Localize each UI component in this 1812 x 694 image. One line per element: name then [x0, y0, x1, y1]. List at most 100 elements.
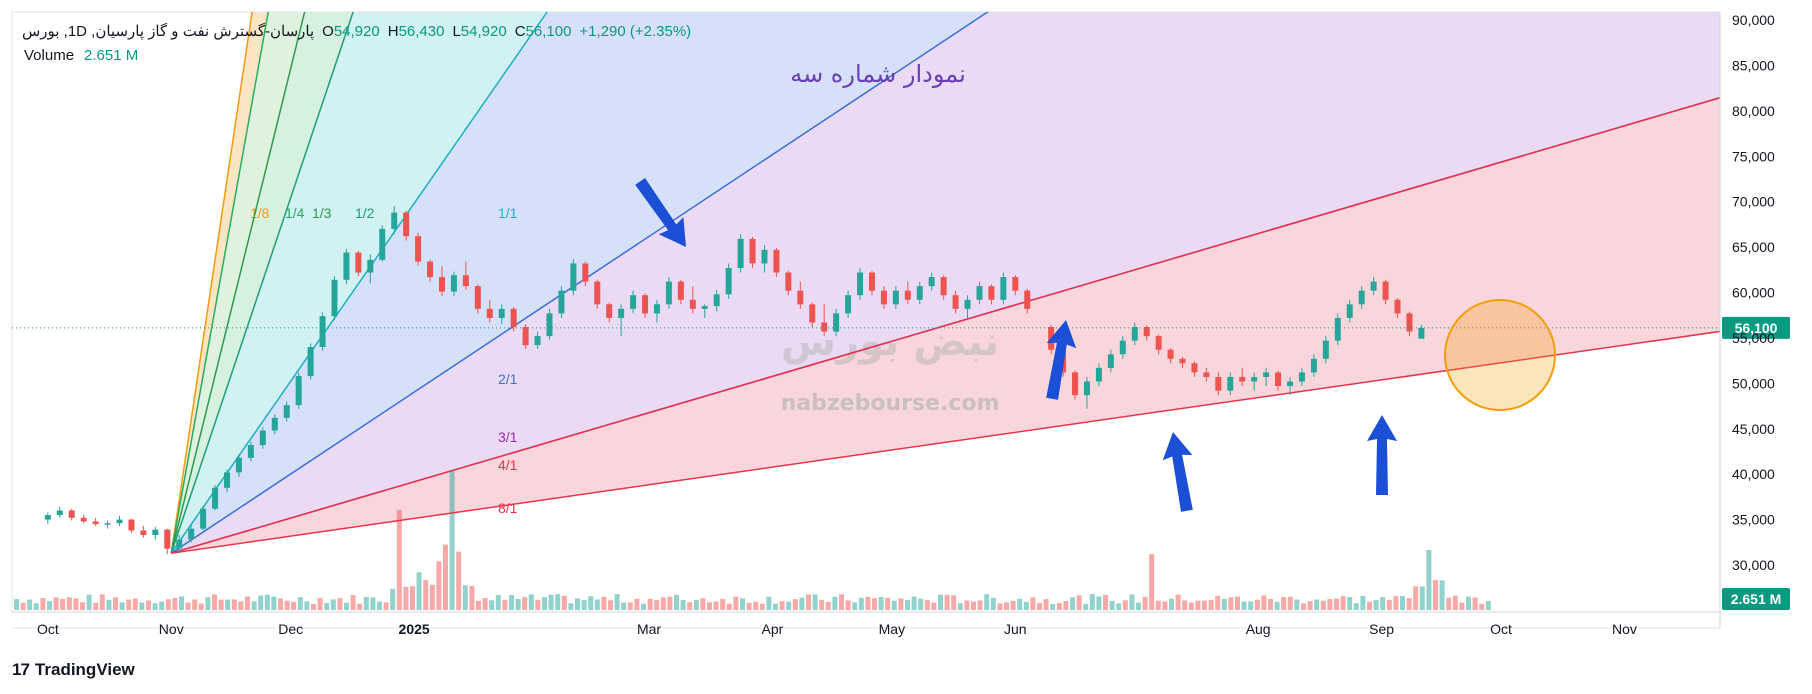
volume-bar — [311, 603, 316, 610]
candle-body — [976, 286, 983, 300]
volume-bar — [746, 602, 752, 610]
volume-bar — [476, 600, 481, 610]
volume-bar — [839, 594, 844, 610]
volume-bar — [1182, 600, 1188, 610]
volume-bar — [1162, 601, 1168, 610]
volume-bar — [1241, 601, 1247, 610]
tradingview-brand[interactable]: 17 TradingView — [12, 660, 135, 680]
y-tick-label: 55,000 — [1732, 330, 1775, 346]
volume-bar — [957, 603, 963, 610]
volume-bar — [1142, 596, 1148, 610]
gann-fan-line — [171, 96, 1720, 554]
volume-bar — [330, 599, 336, 610]
volume-bar — [1254, 599, 1260, 610]
candle-body — [450, 275, 457, 292]
volume-bar — [231, 599, 237, 610]
volume-bar — [1426, 550, 1432, 610]
volume-bar — [1050, 603, 1056, 610]
candle-body — [223, 472, 230, 488]
volume-bar — [766, 596, 772, 610]
candle-body — [379, 228, 386, 260]
candle-body — [1143, 327, 1150, 337]
volume-bar — [885, 597, 891, 610]
gann-fan-label: 1/3 — [312, 205, 332, 221]
volume-bar — [509, 595, 514, 610]
volume-bar — [291, 601, 297, 610]
low-label: L — [452, 23, 461, 40]
volume-bar — [47, 601, 52, 610]
volume-bar — [1479, 603, 1485, 610]
volume-bar — [27, 599, 33, 610]
volume-bar — [1188, 602, 1194, 610]
volume-bar — [938, 594, 943, 610]
candle-body — [594, 281, 601, 305]
volume-bar — [515, 599, 521, 610]
candle-body — [582, 263, 589, 282]
chart-annotation-title: نمودار شماره سه — [790, 60, 966, 88]
volume-bar — [350, 595, 356, 610]
volume-bar — [119, 602, 125, 610]
candle-body — [558, 290, 565, 314]
close-label: C — [514, 23, 526, 40]
volume-bar — [733, 596, 739, 610]
volume-bar — [832, 596, 838, 610]
candle-body — [618, 308, 625, 318]
candle-body — [56, 510, 63, 516]
volume-bar — [225, 599, 231, 610]
candle-body — [1179, 358, 1186, 364]
candle-body — [761, 249, 768, 264]
candle-body — [355, 252, 362, 273]
candle-body — [904, 290, 911, 300]
volume-bar — [792, 599, 798, 610]
volume-bar — [568, 603, 574, 610]
candle-body — [1394, 299, 1401, 314]
volume-bar — [1281, 597, 1287, 610]
volume-bar — [317, 598, 323, 610]
volume-bar — [852, 602, 858, 610]
gann-fan-label: 1/1 — [498, 205, 518, 221]
volume-bar — [865, 596, 871, 610]
volume-bar — [753, 601, 759, 610]
volume-bar — [1122, 600, 1128, 610]
volume-bar — [951, 595, 957, 610]
arrow-annotation — [1367, 415, 1397, 495]
volume-bar — [132, 598, 138, 610]
candle-body — [522, 327, 529, 346]
candle-body — [438, 277, 445, 292]
volume-bar — [1452, 595, 1458, 610]
x-tick-label: Aug — [1246, 621, 1271, 637]
x-tick-label: Dec — [278, 621, 303, 637]
candle-body — [1322, 340, 1329, 359]
candle-body — [689, 299, 696, 309]
volume-bar — [469, 585, 475, 610]
volume-bar — [1400, 596, 1405, 610]
volume-bar — [1235, 596, 1240, 610]
candle-body — [833, 313, 840, 332]
volume-label[interactable]: Volume — [24, 47, 75, 64]
volume-bar — [1439, 580, 1445, 610]
volume-bar — [396, 510, 402, 610]
volume-bar — [819, 599, 825, 610]
volume-bar — [964, 600, 970, 610]
volume-bar — [1030, 597, 1036, 610]
volume-bar — [674, 594, 679, 610]
candle-body — [653, 304, 660, 314]
volume-bar — [1413, 586, 1419, 610]
candle-body — [343, 252, 350, 280]
volume-bar — [997, 603, 1003, 610]
volume-bar — [264, 594, 270, 610]
candle-body — [857, 272, 864, 296]
volume-value: 2.651 M — [84, 47, 139, 64]
candle-body — [1275, 372, 1282, 387]
volume-bar — [1261, 595, 1267, 610]
candle-body — [367, 259, 374, 273]
candle-body — [1191, 363, 1198, 373]
volume-bar — [456, 551, 462, 610]
symbol-name[interactable]: پارسان-گسترش نفت و گاز پارسیان, 1D, بورس — [22, 23, 315, 40]
candle-body — [1024, 290, 1031, 309]
volume-bar — [73, 598, 79, 610]
candle-body — [1227, 376, 1234, 391]
volume-bar — [449, 470, 455, 610]
volume-bar — [1386, 599, 1392, 610]
